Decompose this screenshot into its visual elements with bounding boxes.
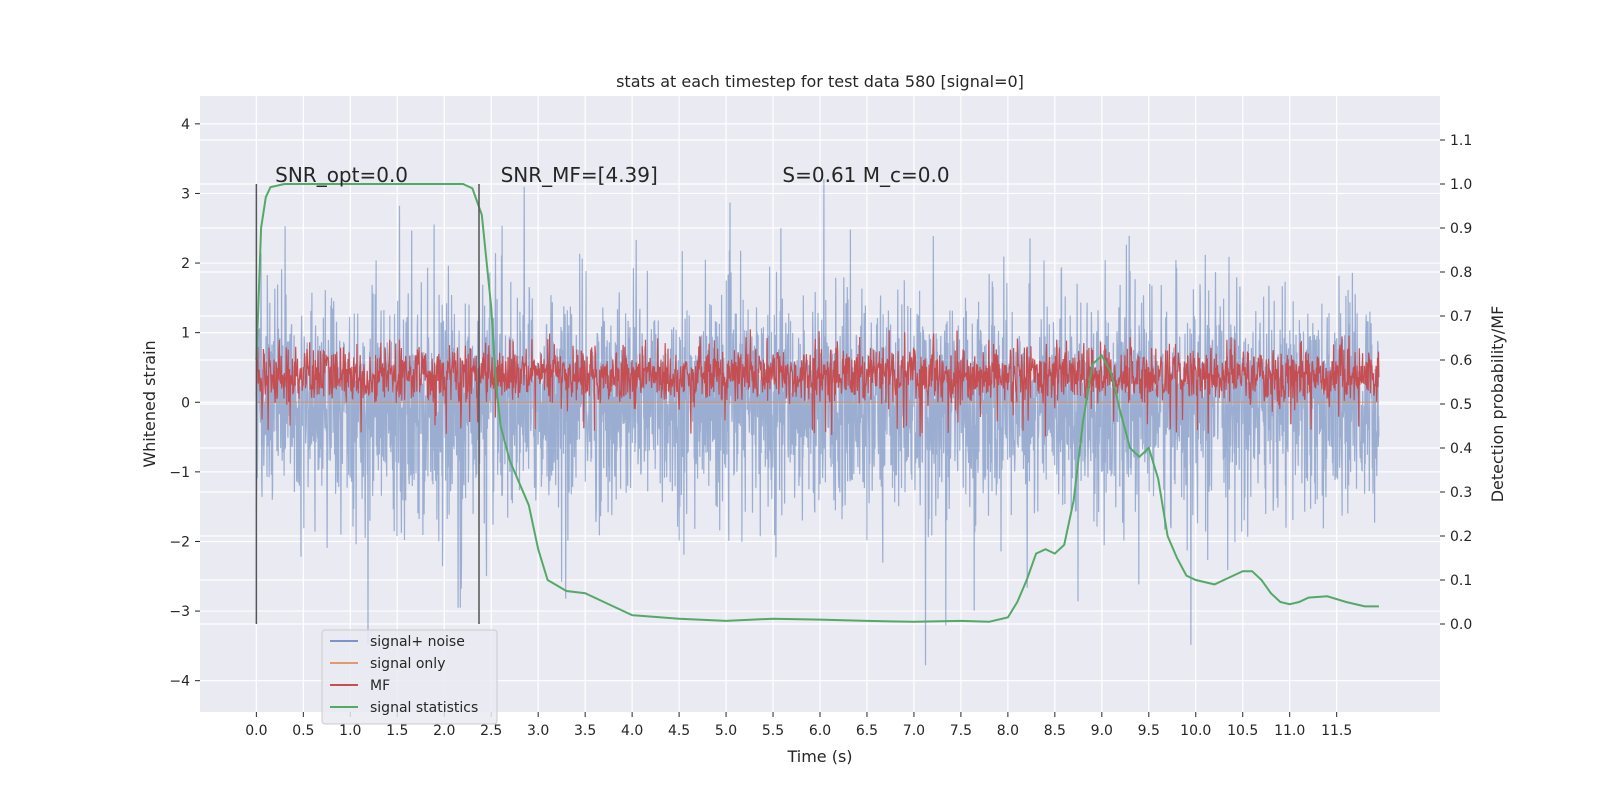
x-tick-label: 8.5 <box>1044 723 1066 739</box>
x-tick-label: 4.5 <box>668 723 690 739</box>
y-right-tick-label: 0.8 <box>1450 265 1472 281</box>
series-signal-statistics <box>255 183 1379 623</box>
y-right-tick-label: 0.1 <box>1450 573 1472 589</box>
x-tick-label: 9.0 <box>1091 723 1113 739</box>
x-tick-label: 1.0 <box>339 723 361 739</box>
annotation-snr-mf: SNR_MF=[4.39] <box>501 163 658 187</box>
y-left-tick-label: 3 <box>181 186 190 202</box>
y-right-tick-label: 0.5 <box>1450 397 1472 413</box>
x-tick-label: 6.5 <box>856 723 878 739</box>
y-left-tick-label: 4 <box>181 117 190 133</box>
x-tick-label: 7.5 <box>950 723 972 739</box>
legend-label: signal statistics <box>370 700 478 716</box>
data-layer <box>255 179 1380 666</box>
series-mf <box>255 329 1380 437</box>
y-right-tick-label: 0.2 <box>1450 529 1472 545</box>
axis-layer: 0.0 0.5 1.0 1.5 2.0 2.5 3.0 3.5 4.0 4.5 5.0 5.5 6.0 6… <box>169 117 1472 739</box>
y-axis-label-left: Whitened strain <box>140 340 159 467</box>
x-tick-label: 1.5 <box>386 723 408 739</box>
y-left-tick-label: 2 <box>181 256 190 272</box>
legend: signal+ noise signal only MF signal statist… <box>321 629 498 725</box>
x-tick-label: 6.0 <box>809 723 831 739</box>
x-tick-label: 11.0 <box>1274 723 1305 739</box>
y-right-tick-label: 1.0 <box>1450 177 1472 193</box>
y-right-tick-label: 0.4 <box>1450 441 1472 457</box>
y-left-tick-label: −3 <box>169 604 190 620</box>
y-right-tick-label: 1.1 <box>1450 133 1472 149</box>
legend-label: signal only <box>370 656 445 672</box>
x-tick-label: 8.0 <box>997 723 1019 739</box>
y-left-tick-label: 0 <box>181 395 190 411</box>
x-tick-label: 9.5 <box>1138 723 1160 739</box>
legend-label: MF <box>370 678 390 694</box>
y-right-tick-label: 0.9 <box>1450 221 1472 237</box>
y-left-tick-label: −1 <box>169 465 190 481</box>
x-tick-label: 11.5 <box>1321 723 1352 739</box>
x-tick-label: 3.0 <box>527 723 549 739</box>
x-tick-label: 2.0 <box>433 723 455 739</box>
x-tick-label: 4.0 <box>621 723 643 739</box>
x-tick-label: 10.0 <box>1180 723 1211 739</box>
y-right-tick-label: 0.0 <box>1450 617 1472 633</box>
y-left-tick-label: 1 <box>181 326 190 342</box>
y-left-tick-label: −2 <box>169 534 190 550</box>
chart-title: stats at each timestep for test data 580… <box>616 72 1024 91</box>
x-tick-label: 5.0 <box>715 723 737 739</box>
x-tick-label: 2.5 <box>480 723 502 739</box>
y-left-tick-label: −4 <box>169 674 190 690</box>
y-axis-label-right: Detection probability/MF <box>1488 306 1507 503</box>
annotation-layer: SNR_opt=0.0 SNR_MF=[4.39] S=0.61 M_c=0.0 <box>255 163 950 624</box>
x-tick-label: 3.5 <box>574 723 596 739</box>
x-axis-label: Time (s) <box>786 747 852 766</box>
x-tick-label: 0.0 <box>245 723 267 739</box>
x-tick-label: 0.5 <box>292 723 314 739</box>
y-right-tick-label: 0.7 <box>1450 309 1472 325</box>
y-right-tick-label: 0.3 <box>1450 485 1472 501</box>
legend-box <box>321 629 498 725</box>
legend-label: signal+ noise <box>370 634 465 650</box>
annotation-s-mc: S=0.61 M_c=0.0 <box>782 163 949 187</box>
x-tick-label: 10.5 <box>1227 723 1258 739</box>
x-tick-label: 5.5 <box>762 723 784 739</box>
annotation-snr-opt: SNR_opt=0.0 <box>275 163 408 187</box>
y-right-tick-label: 0.6 <box>1450 353 1472 369</box>
x-tick-label: 7.0 <box>903 723 925 739</box>
